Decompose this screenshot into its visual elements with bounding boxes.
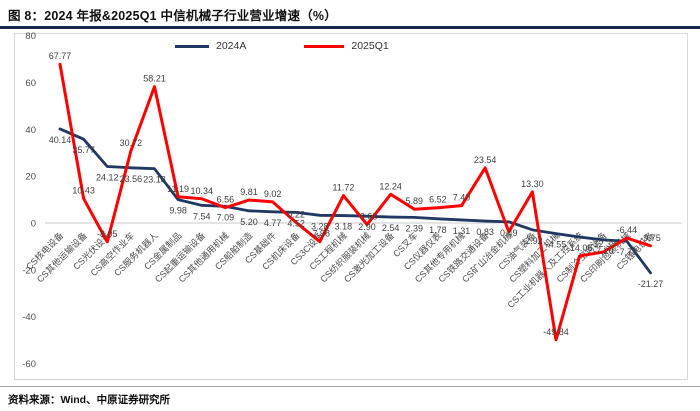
- y-tick-label: -60: [22, 359, 36, 370]
- y-tick-label: 20: [25, 172, 36, 183]
- data-label-2025Q1: 5.89: [406, 196, 424, 206]
- data-label-2024A: 0.49: [500, 228, 518, 238]
- data-label-2025Q1: -7.98: [310, 229, 331, 239]
- data-label-2025Q1: -0.68: [357, 212, 378, 222]
- data-label-2025Q1: 9.02: [264, 189, 282, 199]
- data-label-2025Q1: 11.72: [333, 183, 355, 193]
- legend-item-2025Q1: 2025Q1: [304, 40, 389, 52]
- data-label-2025Q1: -9.75: [640, 233, 661, 243]
- data-label-2024A: -7.20: [593, 246, 614, 256]
- data-label-2025Q1: 12.24: [379, 181, 402, 191]
- figure-title: 图 8：2024 年报&2025Q1 中信机械子行业营业增速（%）: [8, 9, 337, 23]
- data-label-2024A: 24.12: [96, 172, 119, 182]
- data-label-2025Q1: 6.52: [429, 195, 447, 205]
- data-label-2024A: 4.77: [264, 218, 282, 228]
- data-label-2025Q1: -6.44: [617, 225, 638, 235]
- y-tick-label: 40: [25, 125, 36, 136]
- data-label-2024A: 4.52: [287, 218, 305, 228]
- data-label-2025Q1: 67.77: [49, 51, 72, 61]
- data-label-2024A: -7.78: [617, 247, 638, 257]
- data-label-2024A: 3.28: [311, 221, 329, 231]
- y-tick-label: -20: [22, 265, 36, 276]
- data-label-2024A: 3.18: [335, 222, 353, 232]
- data-label-2025Q1: 10.34: [190, 186, 213, 196]
- chart-legend: 2024A 2025Q1: [175, 40, 389, 52]
- data-label-2025Q1: -8.05: [97, 229, 118, 239]
- source-text: 资料来源：Wind、中原证券研究所: [8, 394, 171, 406]
- data-label-2025Q1: 6.56: [217, 195, 235, 205]
- data-label-2024A: 7.09: [217, 212, 235, 222]
- y-tick-label: 80: [25, 31, 36, 42]
- legend-label-2024A: 2024A: [216, 40, 247, 52]
- series-line-2025Q1: [58, 62, 652, 342]
- data-label-2025Q1: -49.84: [543, 327, 569, 337]
- data-label-2024A: 1.31: [453, 226, 471, 236]
- data-label-2025Q1: 30.72: [120, 138, 143, 148]
- y-tick-label: 60: [25, 78, 36, 89]
- data-label-2024A: -4.55: [546, 240, 567, 250]
- data-label-2025Q1: 7.40: [453, 193, 471, 203]
- data-label-2024A: 2.54: [382, 223, 400, 233]
- data-label-2025Q1: 0.22: [287, 209, 305, 219]
- data-label-2024A: 40.14: [49, 135, 72, 145]
- data-label-2024A: -21.27: [638, 279, 664, 289]
- data-label-2024A: 9.98: [169, 206, 187, 216]
- data-label-2024A: 0.83: [476, 227, 494, 237]
- source-divider: [0, 386, 700, 387]
- series-line-2024A: [58, 127, 652, 275]
- data-label-2024A: 35.77: [72, 145, 95, 155]
- title-divider: [0, 26, 700, 29]
- y-tick-label: 0: [31, 219, 36, 230]
- legend-line-swatch-2025Q1: [304, 44, 345, 48]
- data-label-2025Q1: 58.21: [143, 74, 166, 84]
- data-label-2025Q1: -14.06: [567, 243, 593, 253]
- data-label-2024A: 5.20: [240, 217, 258, 227]
- data-label-2024A: 23.56: [120, 174, 143, 184]
- data-label-2025Q1: 23.54: [474, 155, 497, 165]
- data-label-2025Q1: 11.19: [167, 184, 189, 194]
- data-label-2024A: 2.39: [406, 223, 424, 233]
- y-tick-label: -40: [22, 312, 36, 323]
- data-label-2025Q1: 10.43: [72, 186, 95, 196]
- legend-line-swatch-2024A: [175, 44, 209, 48]
- data-label-2025Q1: 9.81: [240, 187, 258, 197]
- legend-label-2025Q1: 2025Q1: [351, 40, 389, 52]
- data-label-2025Q1: 13.30: [521, 179, 544, 189]
- data-label-2024A: -2.92: [522, 236, 543, 246]
- data-label-2024A: 2.90: [358, 222, 376, 232]
- data-label-2024A: 7.54: [193, 211, 211, 221]
- legend-item-2024A: 2024A: [175, 40, 246, 52]
- data-label-2025Q1: -12.38: [590, 239, 616, 249]
- data-label-2024A: 1.78: [429, 225, 447, 235]
- data-label-2024A: 23.18: [143, 175, 166, 185]
